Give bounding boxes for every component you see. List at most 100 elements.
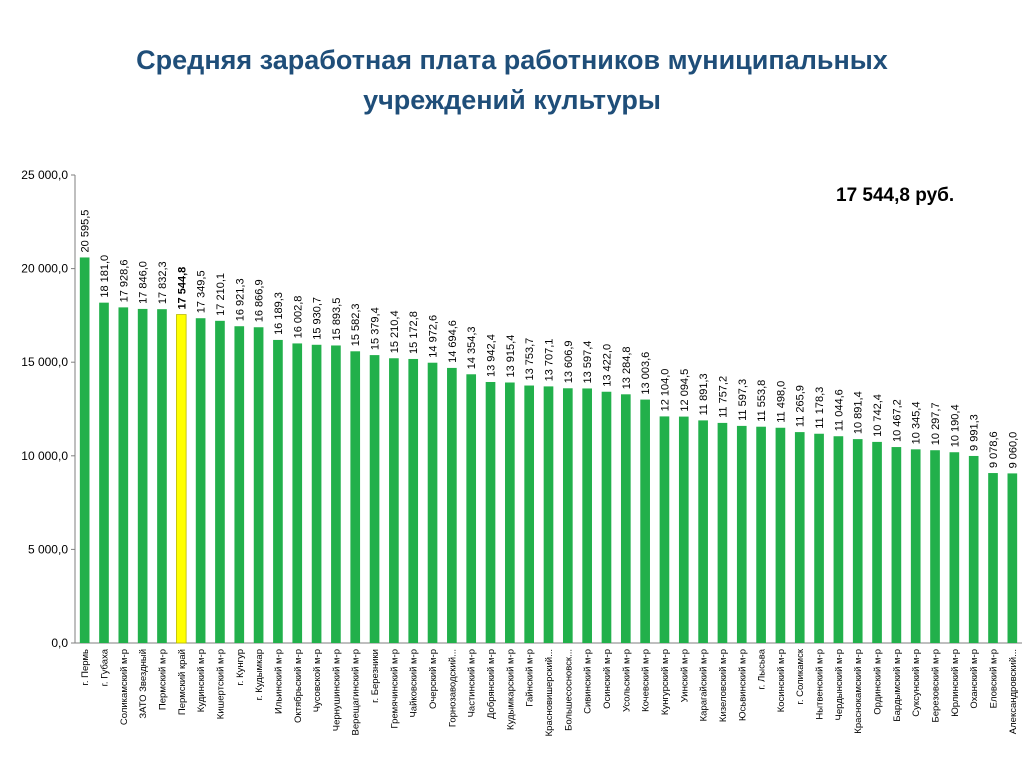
- bar: [582, 388, 592, 643]
- x-tick-label: Пермский край: [177, 649, 188, 715]
- bar: [794, 432, 805, 643]
- bar: [505, 382, 515, 643]
- bar-value-label: 9 991,3: [969, 414, 981, 451]
- bar-value-label: 14 694,6: [447, 320, 459, 363]
- bar-value-label: 16 921,3: [234, 278, 246, 321]
- bar-value-label: 14 972,6: [428, 315, 440, 358]
- bar-value-label: 15 893,5: [331, 298, 343, 341]
- bar-value-label: 12 104,0: [659, 369, 671, 412]
- bar-value-label: 17 928,6: [118, 260, 130, 303]
- bar: [736, 425, 747, 643]
- bar-value-label: 17 832,3: [157, 261, 169, 304]
- value-labels: 20 595,5 18 181,0 17 928,6 17 846,0 17 832,3…: [80, 210, 1020, 469]
- x-tick-label: Пермский м-р: [157, 649, 168, 710]
- bar: [215, 320, 225, 643]
- bar-value-label: 11 265,9: [795, 385, 807, 427]
- y-tick-label: 15 000,0: [21, 355, 68, 369]
- x-tick-label: Нытвенский м-р: [815, 649, 826, 720]
- x-tick-label: Суксунский м-р: [911, 649, 922, 717]
- bar: [389, 358, 399, 643]
- x-tick-label: Горнозаводский...: [447, 649, 458, 727]
- bar: [466, 374, 477, 643]
- bar: [756, 426, 766, 643]
- bar: [620, 394, 631, 643]
- x-tick-label: г. Соликамск: [795, 648, 806, 704]
- x-tick-label: Косинский м-р: [776, 649, 787, 712]
- x-tick-label: г. Лысьва: [757, 648, 768, 689]
- bar: [968, 455, 979, 643]
- x-tick-label: г. Кунгур: [235, 649, 246, 686]
- bar-value-label: 13 284,8: [621, 346, 633, 389]
- bar-value-label: 13 003,6: [640, 352, 652, 395]
- x-tick-label: Карагайский м-р: [699, 649, 710, 721]
- page-title: Средняя заработная плата работников муни…: [136, 45, 888, 115]
- bar: [698, 420, 708, 643]
- x-tick-label: Усольский м-р: [621, 649, 632, 712]
- x-tick-label: Гайнский м-р: [525, 649, 536, 707]
- x-tick-label: г. Кудымкар: [254, 649, 265, 700]
- bar-value-label: 15 379,4: [370, 307, 382, 350]
- bar-value-label: 16 002,8: [292, 296, 304, 339]
- bar: [485, 381, 496, 643]
- bar-value-label: 11 891,3: [698, 373, 710, 415]
- bar: [988, 473, 998, 643]
- bar-value-label: 12 094,5: [679, 369, 691, 412]
- bar-value-label: 15 930,7: [312, 297, 324, 340]
- bar-value-label: 13 942,4: [486, 334, 498, 377]
- x-tick-label: г. Березники: [370, 649, 381, 703]
- y-tick-label: 5 000,0: [28, 542, 68, 556]
- bar-value-label: 10 297,7: [930, 402, 942, 445]
- bar-value-label: 15 582,3: [350, 303, 362, 346]
- x-tick-label: г. Пермь: [80, 649, 91, 686]
- y-tick-label: 0,0: [51, 636, 68, 650]
- bar-value-label: 16 189,3: [273, 292, 285, 335]
- bar: [118, 307, 129, 643]
- x-tick-label: Добрянский м-р: [486, 649, 497, 719]
- x-tick-label: Бардымский м-р: [892, 649, 903, 722]
- x-tick-label: Кудинский м-р: [196, 649, 207, 712]
- bar: [543, 386, 554, 643]
- bar-value-label: 13 707,1: [544, 339, 556, 382]
- bar: [408, 358, 419, 643]
- bar-value-label: 9 078,6: [988, 431, 1000, 468]
- bar: [678, 416, 689, 643]
- bar: [253, 327, 264, 643]
- x-tick-label: Кудымкарский м-р: [505, 649, 516, 730]
- bar: [311, 344, 322, 643]
- x-tick-label: Ильинский м-р: [273, 649, 284, 714]
- bar-value-label: 11 597,3: [737, 379, 749, 421]
- x-tick-label: Березовский м-р: [931, 649, 942, 723]
- bar: [447, 367, 457, 643]
- x-tick-label: Александровский...: [1008, 649, 1019, 734]
- bar-value-label: 11 757,2: [717, 376, 729, 418]
- total-value-label: 17 544,8 руб.: [836, 185, 955, 206]
- bar: [872, 441, 882, 643]
- x-tick-label: Ординский м-р: [873, 649, 884, 715]
- bar: [910, 449, 921, 643]
- bar: [427, 362, 438, 643]
- x-tick-label: Очерский м-р: [428, 649, 439, 709]
- bar-value-label: 13 606,9: [563, 340, 575, 383]
- x-tick-label: Чердынский м-р: [834, 649, 845, 720]
- bar-value-label: 17 210,1: [215, 273, 227, 316]
- bar: [157, 309, 167, 643]
- bar: [1007, 473, 1018, 643]
- bar-value-label: 11 044,6: [833, 389, 845, 431]
- bar: [659, 416, 670, 643]
- bar: [640, 399, 650, 643]
- x-tick-label: Уинский м-р: [679, 649, 690, 702]
- bar: [601, 391, 612, 643]
- y-tick-label: 20 000,0: [21, 262, 68, 276]
- x-tick-label: Осинский м-р: [602, 649, 613, 709]
- x-tick-label: Чайковский м-р: [409, 649, 420, 718]
- bar: [814, 433, 824, 643]
- bar: [292, 343, 303, 643]
- bar: [930, 450, 940, 643]
- x-tick-label: Краснокамский м-р: [853, 649, 864, 734]
- bar-value-label: 13 753,7: [524, 338, 536, 381]
- bar: [775, 427, 786, 643]
- bar-value-label: 14 354,3: [466, 326, 478, 369]
- bar: [949, 452, 960, 643]
- x-tick-label: Еловский м-р: [989, 649, 1000, 708]
